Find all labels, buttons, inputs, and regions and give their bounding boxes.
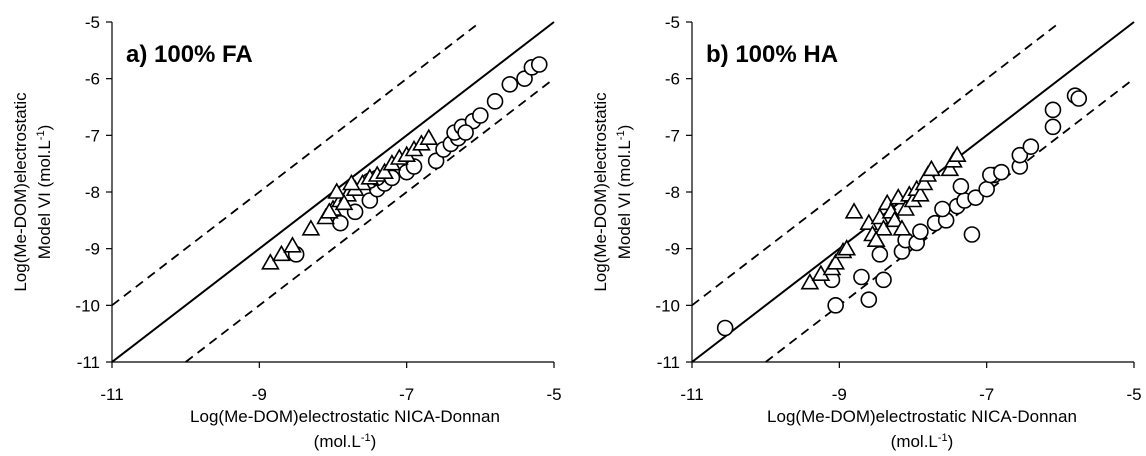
x-tick-labels: -11 -9 -7 -5	[680, 385, 1141, 404]
circle-point	[860, 291, 878, 308]
circle-point	[361, 192, 379, 209]
circle-point	[472, 107, 489, 124]
plus-minus-one-line	[185, 77, 555, 363]
data-markers	[716, 87, 1088, 337]
x-tick-label: -7	[979, 385, 994, 404]
triangle-point	[319, 202, 339, 219]
x-tick-labels: -11 -9 -7 -5	[100, 385, 561, 404]
triangle-point	[419, 128, 439, 145]
triangle-point	[910, 185, 930, 202]
circle-point	[530, 56, 548, 73]
triangle-point	[885, 210, 904, 228]
plus-minus-one-line	[691, 21, 1061, 307]
x-tick-label: -11	[680, 385, 703, 404]
circle-point	[978, 180, 995, 198]
x-tick-label: -9	[832, 385, 847, 404]
y-axis-title-line1: Log(Me-DOM)electrostatic	[591, 92, 610, 292]
triangle-point	[837, 239, 857, 256]
triangle-point	[283, 236, 302, 253]
circle-point	[486, 93, 504, 110]
circle-point	[967, 189, 984, 206]
triangle-point	[874, 219, 893, 236]
triangle-point	[922, 159, 941, 177]
axis-ticks	[106, 21, 555, 368]
y-tick-label: -5	[85, 13, 100, 32]
y-tick-labels: -5 -6 -7 -8 -9 -10 -11	[75, 13, 100, 372]
x-axis-title-line2: (mol.L-1)	[314, 432, 377, 451]
circle-point	[934, 200, 951, 218]
data-markers	[261, 56, 548, 270]
circle-point	[912, 223, 929, 240]
triangle-point	[272, 244, 291, 262]
triangle-point	[940, 159, 960, 177]
x-tick-label: -11	[100, 385, 123, 404]
y-tick-label: -9	[85, 240, 100, 259]
triangle-point	[947, 145, 967, 162]
y-tick-label: -6	[85, 70, 100, 89]
panel-title: b) 100% HA	[706, 41, 838, 68]
triangle-point	[327, 182, 347, 199]
circle-point	[501, 76, 519, 93]
y-tick-label: -10	[655, 296, 680, 315]
triangle-point	[914, 173, 934, 191]
y-tick-label: -11	[657, 353, 680, 372]
circle-point	[952, 178, 970, 195]
y-tick-label: -6	[665, 70, 680, 89]
triangle-point	[826, 253, 846, 270]
circle-point	[427, 152, 445, 170]
triangle-point	[334, 193, 354, 211]
x-tick-label: -5	[1126, 385, 1141, 404]
axis-ticks	[686, 21, 1135, 368]
y-tick-label: -8	[85, 183, 100, 202]
y-axis-title-line2: Model VI (mol.L-1)	[35, 125, 54, 260]
y-tick-labels: -5 -6 -7 -8 -9 -10 -11	[655, 13, 680, 372]
x-axis-title-line2: (mol.L-1)	[891, 432, 954, 451]
x-tick-label: -9	[252, 385, 267, 404]
circle-point	[853, 268, 870, 286]
circle-point	[993, 163, 1010, 181]
y-tick-label: -5	[665, 13, 680, 32]
x-tick-label: -5	[546, 385, 561, 404]
plus-minus-one-line	[111, 21, 481, 307]
y-tick-label: -10	[75, 296, 100, 315]
circle-point	[1044, 118, 1062, 136]
y-tick-label: -9	[665, 240, 680, 259]
circle-point	[1022, 138, 1040, 155]
y-axis-title-line2: Model VI (mol.L-1)	[615, 125, 634, 260]
circle-point	[1070, 90, 1088, 107]
circle-point	[827, 297, 844, 314]
triangle-point	[866, 230, 886, 247]
y-tick-label: -11	[77, 353, 100, 372]
triangle-point	[892, 219, 912, 236]
circle-point	[457, 124, 474, 141]
triangle-point	[896, 199, 916, 216]
panel-b: -5 -6 -7 -8 -9 -10 -11 -11 -9 -7 -5 b) 100% HA Lo…	[591, 13, 1142, 451]
triangle-point	[342, 173, 361, 191]
y-tick-label: -7	[665, 126, 680, 145]
y-tick-label: -7	[85, 126, 100, 145]
circle-point	[516, 70, 533, 87]
circle-point	[871, 246, 889, 263]
panel-title: a) 100% FA	[126, 41, 253, 68]
triangle-point	[844, 202, 864, 219]
circle-point	[716, 319, 734, 337]
y-axis-title-line1: Log(Me-DOM)electrostatic	[11, 92, 30, 292]
circle-point	[1011, 146, 1029, 164]
panel-a: -5 -6 -7 -8 -9 -10 -11 -11 -9 -7 -5 a) 100% FA Lo…	[11, 13, 562, 451]
circle-point	[963, 226, 981, 243]
triangle-point	[800, 273, 820, 290]
x-axis-title-line1: Log(Me-DOM)electrostatic NICA-Donnan	[767, 407, 1077, 426]
x-axis-title-line1: Log(Me-DOM)electrostatic NICA-Donnan	[190, 407, 500, 426]
y-tick-label: -8	[665, 183, 680, 202]
circle-point	[875, 271, 892, 289]
circle-point	[1044, 101, 1062, 119]
triangle-point	[261, 253, 280, 270]
triangle-point	[301, 219, 321, 236]
x-tick-label: -7	[399, 385, 414, 404]
triangle-point	[375, 162, 394, 179]
